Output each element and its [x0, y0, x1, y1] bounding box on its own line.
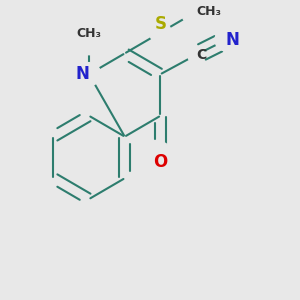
Circle shape — [150, 142, 171, 164]
Text: S: S — [154, 15, 166, 33]
Text: CH₃: CH₃ — [76, 27, 102, 40]
Text: N: N — [226, 31, 240, 49]
Text: O: O — [153, 153, 167, 171]
Circle shape — [188, 46, 205, 63]
Text: C: C — [196, 48, 206, 62]
Circle shape — [182, 0, 211, 26]
Circle shape — [215, 29, 237, 51]
Circle shape — [74, 25, 104, 55]
Text: N: N — [75, 65, 89, 83]
Circle shape — [150, 22, 171, 44]
Text: CH₃: CH₃ — [196, 5, 221, 18]
Circle shape — [77, 63, 101, 86]
